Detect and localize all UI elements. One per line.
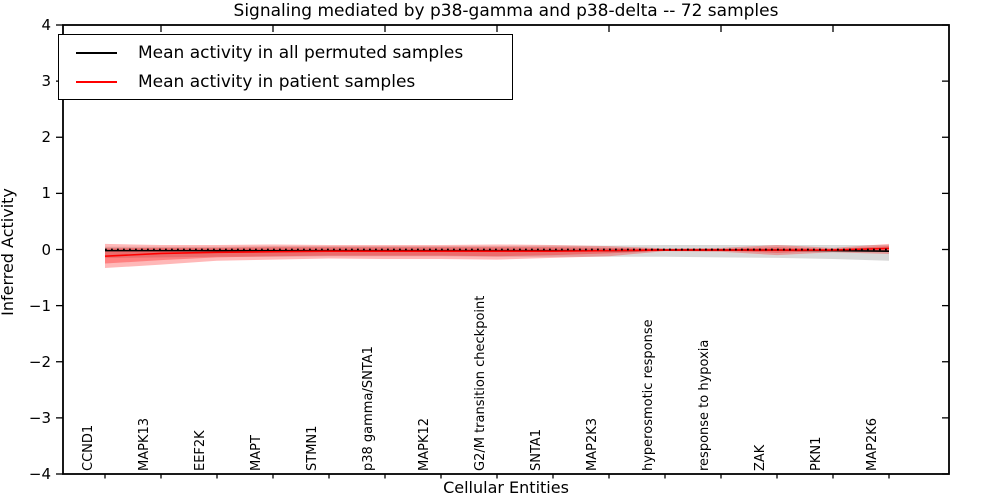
legend-item-patient: Mean activity in patient samples — [59, 67, 512, 96]
x-tick-label: G2/M transition checkpoint — [473, 295, 488, 471]
y-tick-label: 2 — [41, 128, 51, 147]
y-tick-label: 4 — [41, 16, 51, 34]
legend-item-permuted: Mean activity in all permuted samples — [59, 38, 512, 67]
patient-line-swatch — [76, 80, 117, 83]
x-tick-label: MAP2K6 — [865, 417, 880, 471]
x-tick-label: MAP2K3 — [585, 417, 600, 471]
series-mean-activity-in-patient-samples — [104, 247, 890, 258]
legend-label-patient: Mean activity in patient samples — [138, 71, 416, 92]
legend-label-permuted: Mean activity in all permuted samples — [138, 42, 464, 63]
x-tick-label: STMN1 — [305, 425, 320, 471]
chart-title: Signaling mediated by p38-gamma and p38-… — [233, 1, 779, 21]
x-tick-label: SNTA1 — [529, 428, 544, 471]
x-tick-label: MAPK13 — [137, 417, 152, 471]
y-tick-label: 3 — [41, 72, 51, 91]
permuted-line-swatch — [76, 51, 117, 54]
x-tick-label: p38 gamma/SNTA1 — [361, 346, 376, 471]
x-tick-label: MAPT — [249, 435, 264, 471]
x-tick-label: CCND1 — [81, 424, 96, 471]
x-tick-label: EEF2K — [193, 430, 208, 471]
y-tick-label: −4 — [28, 465, 51, 483]
x-tick-label: ZAK — [753, 444, 768, 471]
y-tick-label: 1 — [41, 184, 51, 203]
y-tick-label: −3 — [28, 408, 51, 427]
x-tick-label: hyperosmotic response — [641, 319, 656, 471]
y-tick-label: −1 — [28, 296, 51, 315]
x-tick-label: response to hypoxia — [697, 339, 712, 471]
y-tick-label: 0 — [41, 240, 51, 259]
x-axis-label: Cellular Entities — [443, 478, 569, 497]
x-tick-label: MAPK12 — [417, 417, 432, 471]
legend: Mean activity in all permuted samples Me… — [58, 34, 513, 100]
x-tick-label: PKN1 — [809, 436, 824, 471]
y-tick-label: −2 — [28, 352, 51, 371]
